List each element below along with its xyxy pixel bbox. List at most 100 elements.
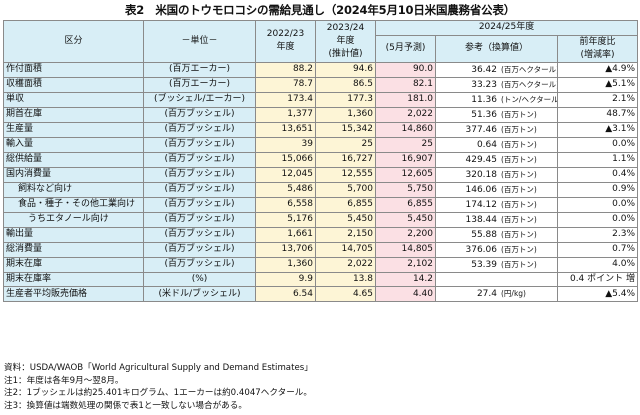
value-2024-25: 6,855 bbox=[375, 196, 436, 213]
row-unit: (百万ブッシェル) bbox=[143, 166, 256, 183]
value-2023-24: 16,727 bbox=[315, 151, 376, 168]
value-2023-24: 2,022 bbox=[315, 256, 376, 273]
value-reference: 36.42 (百万ヘクタール) bbox=[435, 61, 558, 78]
reference-unit: (百万ヘクタール) bbox=[501, 64, 558, 74]
value-2023-24: 2,150 bbox=[315, 226, 376, 243]
value-2022-23: 6,558 bbox=[255, 196, 316, 213]
value-2022-23: 78.7 bbox=[255, 76, 316, 93]
header-may-forecast: (5月予測) bbox=[375, 34, 436, 63]
reference-number: 429.45 bbox=[465, 154, 498, 165]
reference-number: 0.64 bbox=[476, 139, 497, 150]
row-unit: (百万ブッシェル) bbox=[143, 196, 256, 213]
row-label: 総供給量 bbox=[3, 151, 144, 168]
table-row: 期首在庫 (百万ブッシェル) 1,377 1,360 2,022 51.36 (百万トン) 4… bbox=[3, 106, 639, 123]
row-label: 輸入量 bbox=[3, 136, 144, 153]
value-2023-24: 1,360 bbox=[315, 106, 376, 123]
note-2: 注2：1ブッシェルは約25.401キログラム、1エーカーは約0.4047ヘクター… bbox=[4, 388, 312, 399]
value-change: 0.9% bbox=[556, 181, 639, 198]
value-change: 1.1% bbox=[556, 151, 639, 168]
value-reference: 429.45 (百万トン) bbox=[435, 151, 558, 168]
value-change: ▲5.1% bbox=[556, 76, 639, 93]
row-label: うちエタノール向け bbox=[3, 211, 144, 228]
reference-number: 11.36 bbox=[471, 94, 497, 105]
value-2023-24: 15,342 bbox=[315, 121, 376, 138]
value-change: 48.7% bbox=[556, 106, 639, 123]
row-label: 期末在庫 bbox=[3, 256, 144, 273]
value-reference: 146.06 (百万トン) bbox=[435, 181, 558, 198]
row-label: 輸出量 bbox=[3, 226, 144, 243]
reference-unit: (トン/ヘクタール) bbox=[501, 94, 558, 104]
table-row: 輸出量 (百万ブッシェル) 1,661 2,150 2,200 55.88 (百万トン) 2.… bbox=[3, 226, 639, 243]
value-change: 0.4 ポイント 増 bbox=[556, 271, 639, 288]
reference-unit: (百万トン) bbox=[501, 154, 537, 164]
value-2022-23: 39 bbox=[255, 136, 316, 153]
table-row: 国内消費量 (百万ブッシェル) 12,045 12,555 12,605 320.18 (百… bbox=[3, 166, 639, 183]
row-unit: (百万ブッシェル) bbox=[143, 241, 256, 258]
value-change: 2.1% bbox=[556, 91, 639, 108]
table-row: 単収 (ブッシェル/エーカー) 173.4 177.3 181.0 11.36 (トン/ヘク… bbox=[3, 91, 639, 108]
value-2022-23: 1,661 bbox=[255, 226, 316, 243]
note-3: 注3：換算値は端数処理の関係で表1と一致しない場合がある。 bbox=[4, 400, 247, 411]
value-2023-24: 13.8 bbox=[315, 271, 376, 288]
value-2024-25: 2,102 bbox=[375, 256, 436, 273]
row-unit: (米ドル/ブッシェル) bbox=[143, 286, 256, 303]
value-2023-24: 86.5 bbox=[315, 76, 376, 93]
reference-number: 51.36 bbox=[471, 109, 497, 120]
value-2024-25: 12,605 bbox=[375, 166, 436, 183]
reference-unit: (百万トン) bbox=[501, 259, 537, 269]
reference-number: 138.44 bbox=[465, 214, 498, 225]
value-2024-25: 14.2 bbox=[375, 271, 436, 288]
value-reference: 33.23 (百万ヘクタール) bbox=[435, 76, 558, 93]
row-label: 食品・種子・その他工業向け bbox=[3, 196, 144, 213]
value-2023-24: 6,855 bbox=[315, 196, 376, 213]
row-label: 期末在庫率 bbox=[3, 271, 144, 288]
value-change: 0.0% bbox=[556, 211, 639, 228]
reference-unit: (円/kg) bbox=[501, 289, 526, 299]
value-reference: 53.39 (百万トン) bbox=[435, 256, 558, 273]
value-change: ▲4.9% bbox=[556, 61, 639, 78]
reference-number: 53.39 bbox=[471, 259, 497, 270]
header-change: 前年度比 (増減率) bbox=[556, 34, 639, 63]
row-label: 飼料など向け bbox=[3, 181, 144, 198]
value-2022-23: 13,706 bbox=[255, 241, 316, 258]
row-label: 国内消費量 bbox=[3, 166, 144, 183]
reference-unit: (百万トン) bbox=[501, 244, 537, 254]
value-reference bbox=[435, 271, 558, 288]
row-unit: (百万ブッシェル) bbox=[143, 211, 256, 228]
table-title: 表2 米国のトウモロコシの需給見通し（2024年5月10日米国農務省公表） bbox=[124, 3, 516, 17]
value-reference: 138.44 (百万トン) bbox=[435, 211, 558, 228]
header-2023-24-line2: 年度 bbox=[336, 35, 355, 46]
table-row: 総供給量 (百万ブッシェル) 15,066 16,727 16,907 429.45 (百万… bbox=[3, 151, 639, 168]
row-label: 生産者平均販売価格 bbox=[3, 286, 144, 303]
row-unit: (百万ブッシェル) bbox=[143, 151, 256, 168]
header-2022-23-line2: 年度 bbox=[276, 42, 295, 53]
value-2022-23: 12,045 bbox=[255, 166, 316, 183]
table-row: 生産者平均販売価格 (米ドル/ブッシェル) 6.54 4.65 4.40 27.4 (円/k… bbox=[3, 286, 639, 303]
header-reference: 参考（換算値） bbox=[435, 34, 558, 63]
value-2024-25: 16,907 bbox=[375, 151, 436, 168]
value-2022-23: 13,651 bbox=[255, 121, 316, 138]
value-change: 0.7% bbox=[556, 241, 639, 258]
row-unit: (ブッシェル/エーカー) bbox=[143, 91, 256, 108]
row-label: 期首在庫 bbox=[3, 106, 144, 123]
header-unit: －単位－ bbox=[143, 20, 256, 63]
value-2024-25: 5,750 bbox=[375, 181, 436, 198]
reference-number: 27.4 bbox=[476, 289, 497, 300]
table-row: 生産量 (百万ブッシェル) 13,651 15,342 14,860 377.46 (百万ト… bbox=[3, 121, 639, 138]
table-row: 期末在庫率 (%) 9.9 13.8 14.2 0.4 ポイント 増 bbox=[3, 271, 639, 288]
header-change-line1: 前年度比 bbox=[579, 36, 616, 47]
value-2022-23: 9.9 bbox=[255, 271, 316, 288]
supply-demand-table: 区分 －単位－ 2022/23 年度 2023/24 年度 (推計値) 2024… bbox=[3, 20, 639, 303]
reference-number: 320.18 bbox=[465, 169, 498, 180]
value-2023-24: 5,450 bbox=[315, 211, 376, 228]
reference-number: 36.42 bbox=[471, 64, 497, 75]
value-2022-23: 6.54 bbox=[255, 286, 316, 303]
header-2023-24: 2023/24 年度 (推計値) bbox=[315, 20, 376, 63]
value-2024-25: 14,860 bbox=[375, 121, 436, 138]
table-row: 総消費量 (百万ブッシェル) 13,706 14,705 14,805 376.06 (百万… bbox=[3, 241, 639, 258]
value-change: 2.3% bbox=[556, 226, 639, 243]
header-kubun: 区分 bbox=[3, 20, 144, 63]
row-label: 収穫面積 bbox=[3, 76, 144, 93]
value-2023-24: 12,555 bbox=[315, 166, 376, 183]
value-2022-23: 1,377 bbox=[255, 106, 316, 123]
